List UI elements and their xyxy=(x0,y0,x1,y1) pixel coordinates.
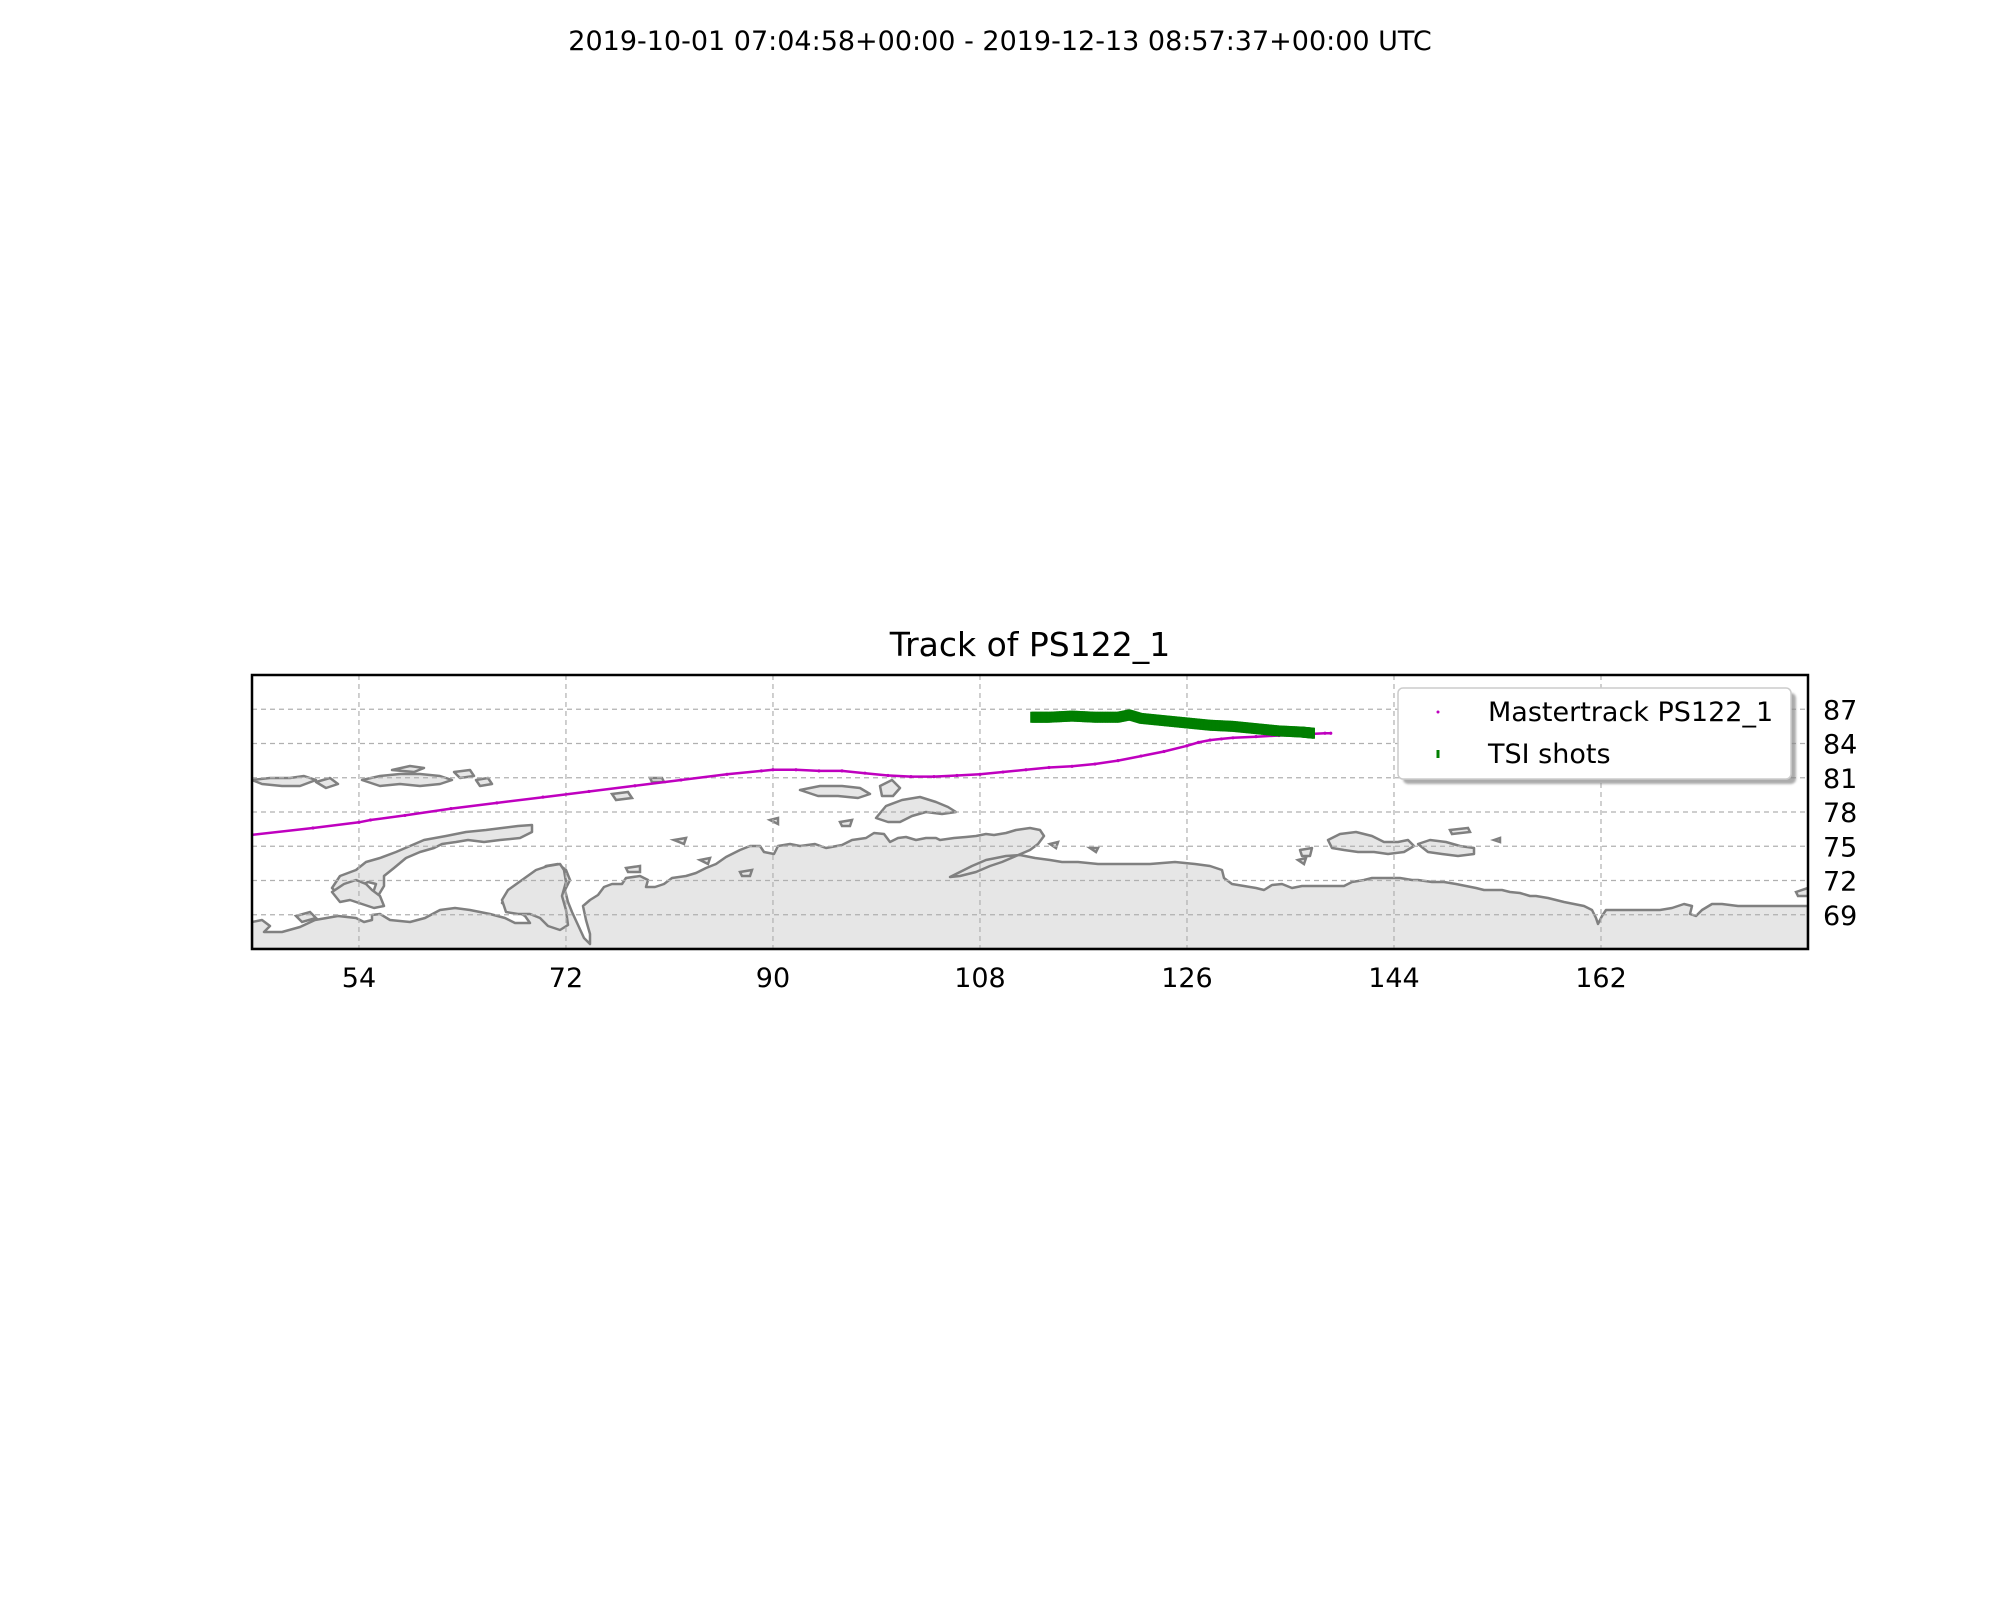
mastertrack-point xyxy=(1070,764,1074,768)
island-taymyr-bay xyxy=(624,864,642,874)
mastertrack-point xyxy=(771,768,775,772)
mastertrack-point xyxy=(1001,770,1005,774)
franz-josef-land-5 xyxy=(314,776,340,790)
franz-josef-land-3 xyxy=(390,764,426,774)
island-kara-5 xyxy=(696,856,712,866)
legend-label-mastertrack: Mastertrack PS122_1 xyxy=(1488,697,1773,728)
map-title: Track of PS122_1 xyxy=(889,625,1170,664)
figure-suptitle: 2019-10-01 07:04:58+00:00 - 2019-12-13 0… xyxy=(568,26,1432,57)
mastertrack-point xyxy=(1093,762,1097,766)
mastertrack-point xyxy=(955,773,959,778)
mastertrack-point xyxy=(1024,768,1028,772)
franz-josef-land-4 xyxy=(452,768,476,780)
mastertrack-point xyxy=(725,772,729,776)
mastertrack-point xyxy=(840,769,844,773)
mastertrack-point xyxy=(357,820,361,824)
y-tick-label: 69 xyxy=(1823,901,1857,932)
x-tick-label: 126 xyxy=(1161,963,1213,994)
y-tick-label: 72 xyxy=(1823,867,1857,898)
mastertrack-point xyxy=(1185,744,1189,748)
x-tick-label: 144 xyxy=(1368,963,1420,994)
y-tick-label: 84 xyxy=(1823,730,1857,761)
mastertrack-point xyxy=(1219,737,1224,741)
mastertrack-point xyxy=(587,789,591,794)
mastertrack-point xyxy=(909,775,913,779)
island-kara-7 xyxy=(838,818,854,828)
mastertrack-point xyxy=(794,768,798,772)
mastertrack-point xyxy=(1231,736,1235,740)
x-tick-label: 108 xyxy=(954,963,1006,994)
mastertrack-point xyxy=(1323,731,1327,735)
mastertrack-point xyxy=(679,778,683,782)
mastertrack-point xyxy=(863,771,867,775)
island-kara-3 xyxy=(669,836,688,846)
island-east-2 xyxy=(1490,836,1502,844)
island-far-east xyxy=(1794,886,1808,898)
mastertrack-point xyxy=(1139,754,1143,758)
mastertrack-point xyxy=(541,795,545,799)
new-siberian-islands xyxy=(1326,830,1416,856)
island-laptev-1 xyxy=(1046,840,1060,850)
mastertrack-point xyxy=(978,772,982,776)
legend-box xyxy=(1397,687,1792,780)
plot-frame xyxy=(250,673,1810,951)
mastertrack-point xyxy=(368,818,373,822)
island-kara-1 xyxy=(609,790,635,802)
legend-marker-mastertrack xyxy=(1436,710,1440,714)
mastertrack-point xyxy=(495,801,499,805)
mastertrack-point xyxy=(1162,749,1166,754)
mastertrack-point xyxy=(449,806,453,811)
mastertrack-point xyxy=(886,773,890,778)
x-tick-label: 90 xyxy=(756,963,790,994)
new-siberian-islands-east xyxy=(1416,838,1476,858)
island-kara-4 xyxy=(738,868,754,878)
severnaya-zemlya xyxy=(874,795,958,824)
mastertrack-point xyxy=(1254,735,1258,739)
legend-label-tsi: TSI shots xyxy=(1487,739,1611,770)
x-tick-label: 162 xyxy=(1575,963,1627,994)
legend: Mastertrack PS122_1 TSI shots xyxy=(1397,687,1796,784)
island-laptev-2 xyxy=(1085,846,1101,854)
y-tick-label: 81 xyxy=(1823,764,1857,795)
island-kara-6 xyxy=(766,816,780,827)
mastertrack-point xyxy=(1196,740,1201,744)
franz-josef-land-6 xyxy=(474,776,494,788)
tsi-shots-layer xyxy=(1030,709,1315,739)
franz-josef-land-2 xyxy=(360,772,454,788)
island-east-3 xyxy=(1294,856,1308,866)
land-layer xyxy=(252,764,1808,949)
y-tick-label: 75 xyxy=(1823,832,1857,863)
island-east-1 xyxy=(1448,826,1472,836)
mastertrack-point xyxy=(311,826,315,830)
mastertrack-point xyxy=(759,769,764,773)
mastertrack-point xyxy=(932,775,936,779)
mastertrack-layer xyxy=(252,731,1333,837)
x-axis-ticks: 54 72 90 108 126 144 162 xyxy=(342,963,1627,994)
mastertrack-point xyxy=(1208,738,1212,742)
mastertrack-point xyxy=(1329,731,1333,735)
severnaya-zemlya-small xyxy=(878,778,902,798)
y-tick-label: 87 xyxy=(1823,695,1857,726)
franz-josef-land xyxy=(252,774,318,788)
mastertrack-point xyxy=(1116,759,1120,763)
x-tick-label: 72 xyxy=(549,963,583,994)
lyakhovsky-islands xyxy=(1298,846,1314,858)
y-tick-label: 78 xyxy=(1823,798,1857,829)
severnaya-zemlya-north xyxy=(798,784,872,800)
mastertrack-point xyxy=(817,769,821,773)
mastertrack-point xyxy=(403,813,407,818)
mastertrack-point xyxy=(1047,765,1051,770)
x-tick-label: 54 xyxy=(342,963,376,994)
mastertrack-point xyxy=(633,784,637,788)
